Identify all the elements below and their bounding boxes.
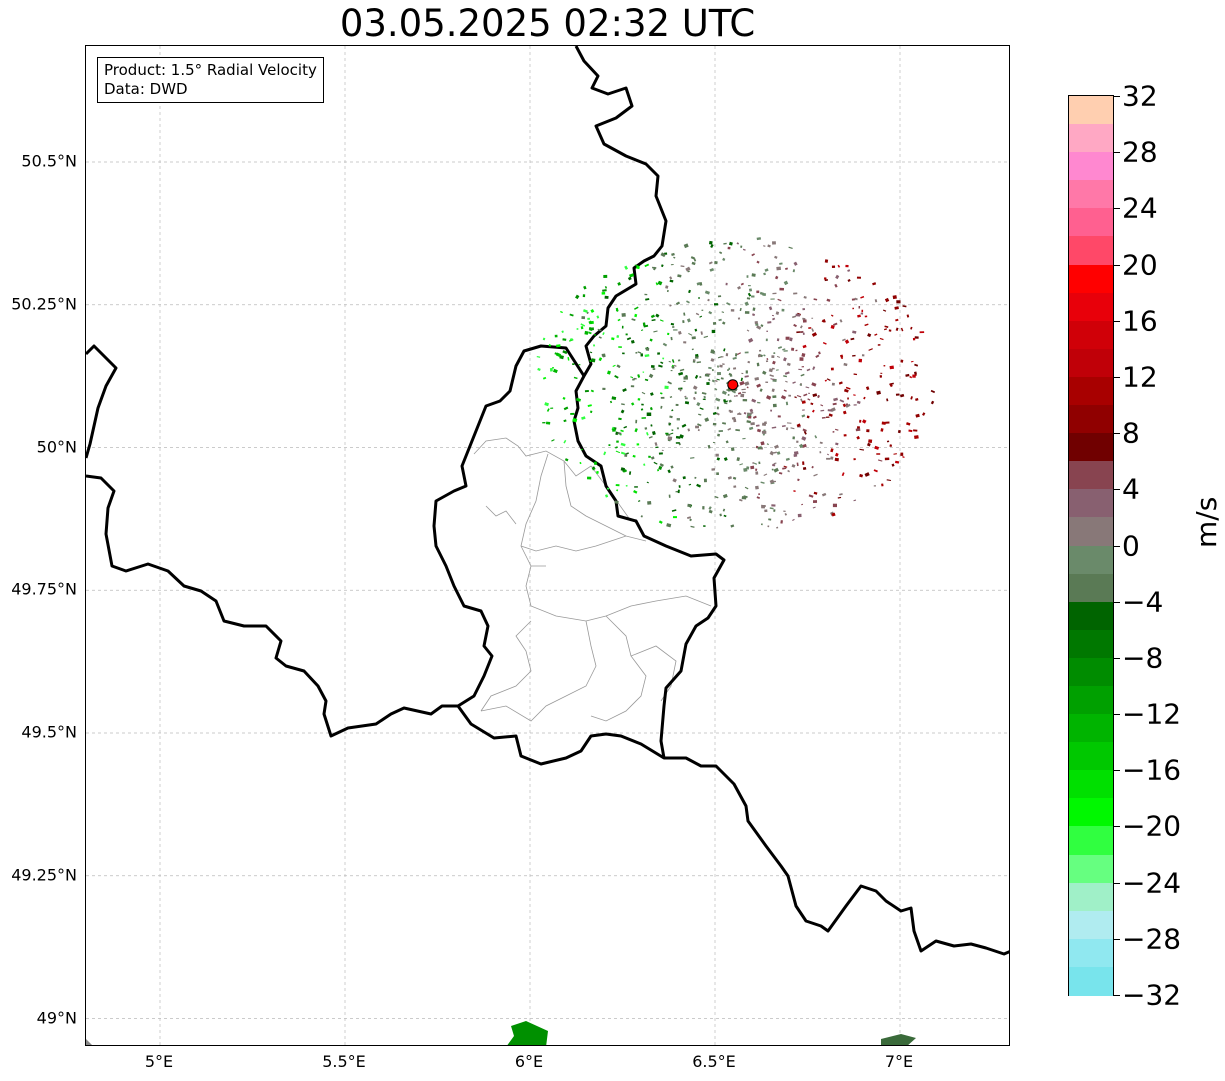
colorbar-tick-label: −20 [1122,809,1182,843]
colorbar-segment [1069,685,1113,715]
colorbar-segment [1069,96,1113,125]
radar-site-marker[interactable] [727,379,739,391]
colorbar-tick-label: 0 [1122,529,1140,562]
colorbar-tick [1114,208,1120,210]
colorbar-segment [1069,320,1113,350]
colorbar [1068,95,1114,996]
colorbar-tick-label: 28 [1122,135,1158,169]
colorbar-tick [1114,545,1120,547]
country-borders [86,46,1009,956]
lat-tick-label: 50.25°N [11,294,77,314]
colorbar-segment [1069,376,1113,406]
colorbar-segment [1069,714,1113,743]
colorbar-tick-label: −32 [1122,978,1182,1012]
colorbar-segment [1069,180,1113,209]
gridlines [86,46,1009,1045]
colorbar-tick [1114,601,1120,603]
colorbar-tick [1114,995,1120,996]
colorbar-tick [1114,320,1120,322]
colorbar-segment [1069,517,1113,547]
product-info-box: Product: 1.5° Radial Velocity Data: DWD [97,57,324,103]
colorbar-segment [1069,798,1113,828]
lat-tick-label: 50.5°N [21,151,77,171]
colorbar-tick [1114,489,1120,491]
colorbar-segment [1069,770,1113,799]
map-canvas [86,46,1009,1045]
colorbar-segment [1069,152,1113,181]
lon-tick-label: 7°E [884,1052,914,1071]
lat-tick-label: 49°N [36,1008,77,1027]
colorbar-tick-label: −24 [1122,866,1182,900]
colorbar-segment [1069,208,1113,238]
data-source-label: Data: DWD [104,80,188,98]
colorbar-segment [1069,545,1113,575]
radar-echoes [536,237,936,529]
colorbar-tick [1114,96,1120,97]
colorbar-tick-label: 12 [1122,360,1158,394]
colorbar-tick-label: 32 [1122,79,1158,113]
colorbar-tick [1114,770,1120,772]
colorbar-tick-label: −28 [1122,922,1182,956]
colorbar-tick [1114,882,1120,884]
colorbar-segment [1069,264,1113,294]
colorbar-tick-label: −4 [1122,585,1164,619]
colorbar-tick-label: −8 [1122,641,1164,675]
colorbar-segment [1069,657,1113,687]
lat-tick-label: 50°N [36,437,77,456]
colorbar-tick [1114,714,1120,716]
colorbar-tick [1114,376,1120,378]
colorbar-tick [1114,657,1120,659]
colorbar-tick [1114,152,1120,154]
colorbar-tick-label: 20 [1122,248,1158,282]
lat-tick-label: 49.75°N [11,579,77,599]
bottom-echo-patches [86,1021,916,1045]
colorbar-segment [1069,124,1113,153]
lon-tick-label: 6°E [514,1052,544,1071]
colorbar-unit: m/s [1190,496,1223,548]
product-label: Product: 1.5° Radial Velocity [104,61,317,79]
colorbar-tick [1114,938,1120,940]
colorbar-segment [1069,461,1113,490]
colorbar-tick [1114,826,1120,828]
colorbar-tick-label: 8 [1122,416,1140,450]
colorbar-segment [1069,910,1113,940]
colorbar-segment [1069,938,1113,968]
lat-tick-label: 49.5°N [21,722,77,742]
colorbar-tick [1114,264,1120,266]
colorbar-tick-label: 16 [1122,304,1158,338]
colorbar-tick-label: −16 [1122,753,1182,787]
radar-map[interactable] [85,45,1010,1046]
colorbar-segment [1069,292,1113,322]
colorbar-segment [1069,573,1113,603]
colorbar-tick-label: 24 [1122,191,1158,225]
lon-tick-label: 5.5°E [322,1052,366,1071]
colorbar-segment [1069,348,1113,378]
district-boundaries [473,437,712,722]
colorbar-segment [1069,882,1113,912]
colorbar-tick [1114,433,1120,435]
colorbar-tick-label: −12 [1122,697,1182,731]
map-title: 03.05.2025 02:32 UTC [339,2,756,45]
colorbar-segment [1069,601,1113,631]
colorbar-segment [1069,629,1113,659]
colorbar-tick-label: 4 [1122,472,1140,506]
colorbar-segment [1069,405,1113,434]
colorbar-segment [1069,966,1113,996]
colorbar-segment [1069,236,1113,266]
colorbar-segment [1069,826,1113,856]
colorbar-segment [1069,433,1113,462]
colorbar-segment [1069,489,1113,518]
colorbar-segment [1069,854,1113,884]
lat-tick-label: 49.25°N [11,865,77,885]
colorbar-segment [1069,742,1113,771]
lon-tick-label: 5°E [144,1052,174,1071]
lon-tick-label: 6.5°E [692,1052,736,1071]
